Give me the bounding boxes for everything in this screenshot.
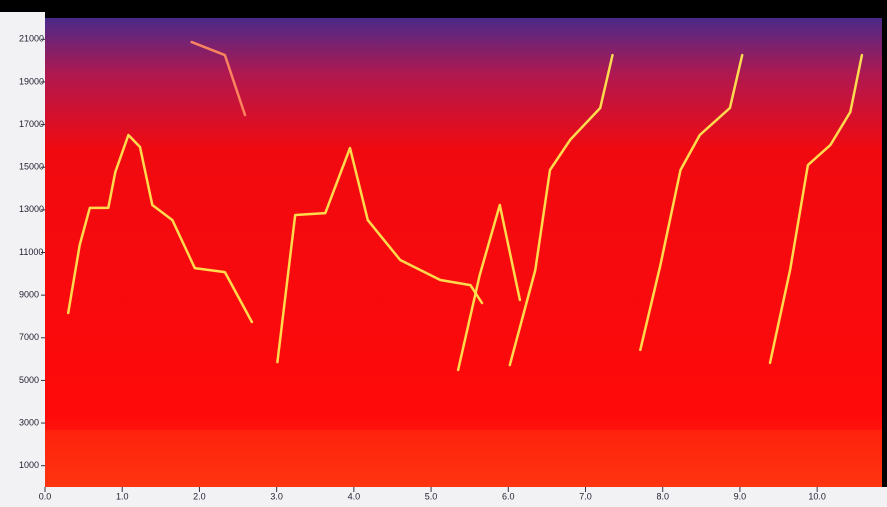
- x-tick-label: 10.0: [808, 491, 826, 501]
- x-tick-label: 2.0: [193, 491, 206, 501]
- contour: [768, 53, 864, 365]
- y-tick-label: 1000: [19, 460, 39, 470]
- x-tick-label: 8.0: [656, 491, 669, 501]
- spectrogram-field: [45, 18, 882, 487]
- x-tick-label: 0.0: [39, 491, 52, 501]
- y-tick-label: 17000: [19, 119, 44, 129]
- y-tick-label: 3000: [19, 417, 39, 427]
- contour: [508, 53, 614, 367]
- x-tick-label: 7.0: [579, 491, 592, 501]
- x-tick-label: 4.0: [348, 491, 361, 501]
- x-tick-label: 3.0: [270, 491, 283, 501]
- contour: [639, 53, 744, 352]
- x-tick-label: 5.0: [425, 491, 438, 501]
- y-axis-panel: [0, 12, 45, 507]
- y-tick-label: 5000: [19, 375, 39, 385]
- x-tick-label: 6.0: [502, 491, 515, 501]
- y-tick-label: 21000: [19, 34, 44, 44]
- y-tick-label: 19000: [19, 76, 44, 86]
- x-tick-label: 1.0: [116, 491, 129, 501]
- contour: [276, 146, 484, 364]
- y-tick-label: 15000: [19, 162, 44, 172]
- contour: [456, 203, 522, 372]
- x-axis-panel: [0, 487, 887, 507]
- y-tick-label: 13000: [19, 204, 44, 214]
- contour: [66, 133, 254, 324]
- x-tick-label: 9.0: [734, 491, 747, 501]
- y-tick-label: 11000: [19, 247, 43, 257]
- low-noise-band: [45, 430, 882, 487]
- y-tick-label: 7000: [19, 332, 39, 342]
- y-tick-label: 9000: [19, 290, 39, 300]
- contour: [190, 40, 247, 117]
